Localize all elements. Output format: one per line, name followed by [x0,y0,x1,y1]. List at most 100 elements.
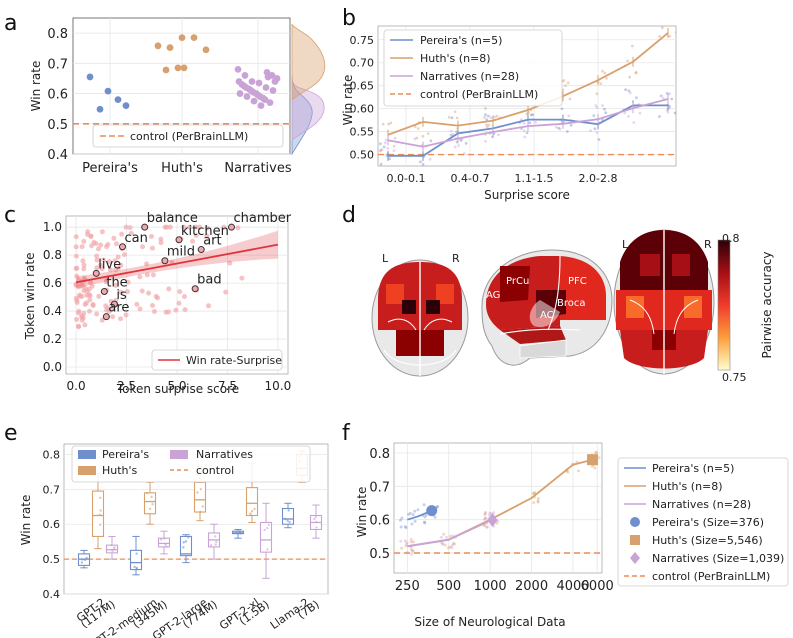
panel-e-ytick-label: 0.5 [43,553,61,566]
panel-a-point [269,87,277,94]
panel-c-scatter-points [73,224,245,330]
panel-c-word-point [141,223,149,231]
panel-f-jitter-point [410,522,414,526]
panel-b-jitter-point [522,121,526,125]
panel-b-jitter-point [658,115,661,118]
colorbar-top-label: 0.8 [722,232,740,245]
panel-a-point [190,34,198,42]
panel-b-jitter-point [485,123,488,127]
panel-b-jitter-point [379,149,382,153]
panel-a-point [255,79,263,87]
panel-b-jitter-point [597,138,601,141]
panel-c-scatter-point [166,286,172,292]
panel-label-b: b [342,6,356,31]
panel-c-scatter-point [113,282,119,288]
panel-e-box [143,492,157,515]
panel-c-scatter-point [150,272,156,278]
panel-b-jitter-point [483,106,487,110]
panel-b-jitter-point [419,160,423,164]
panel-a-ytick-label: 0.4 [47,148,68,163]
panel-b-ytick-label: 0.60 [350,103,375,116]
panel-a-point [104,87,112,95]
panel-f-jitter-point [441,542,445,546]
panel-a-point [154,42,162,50]
legend-f-narratives-size: Narratives (Size=1,039) [652,552,784,565]
panel-e-point [110,544,113,547]
panel-c-scatter-point [123,224,129,230]
panel-b-jitter-point [628,91,632,95]
panel-c-scatter-point [127,225,133,231]
panel-c-scatter-point [74,299,80,305]
panel-f-jitter-point [531,492,535,496]
panel-f-jitter-point [536,499,540,503]
panel-f-jitter-point [536,497,540,501]
panel-c-word-point [191,285,199,293]
panel-c-scatter-point [104,307,110,313]
legend-b-control: control (PerBrainLLM) [420,88,538,101]
panel-f-jitter-point [576,469,580,473]
panel-c-scatter-point [94,253,100,259]
panel-b-jitter-point [483,115,486,119]
panel-c-xlabel: Token surprise score [116,382,239,396]
panel-b-jitter-point [428,158,432,161]
panel-f-jitter-point [422,520,426,524]
panel-c-word-label: mild [167,245,195,260]
panel-c-xtick-label: 5.0 [167,379,186,393]
panel-a-xticks: Pereira's Huth's Narratives [82,161,292,176]
colorbar-bottom-label: 0.75 [722,371,747,384]
panel-e-point [98,523,102,526]
panel-c-scatter-point [114,241,120,247]
panel-e-point [164,543,167,546]
panel-b-jitter-point [455,130,458,134]
panel-b-jitter-point [562,79,566,82]
panel-c-word-label: bad [197,273,221,288]
panel-f-jitter-point [403,525,407,529]
panel-b-jitter-point [605,76,608,80]
panel-b-jitter-point [485,125,489,129]
panel-b-jitter-point [493,115,496,119]
panel-c-scatter-point [73,253,79,259]
brain1-right-marker: R [452,252,460,265]
panel-b-jitter-point [489,116,493,120]
panel-a-point [234,65,242,73]
panel-e-point [80,558,84,561]
panel-a-xtick-label: Pereira's [82,161,138,176]
panel-c-scatter-point [90,301,96,307]
panel-e-point [215,540,218,544]
panel-b-jitter-point [413,137,417,141]
panel-f-jitter-point [409,540,413,544]
panel-f-jitter-point [593,466,597,470]
panel-b-jitter-point [421,134,425,138]
panel-e-point [98,513,102,516]
panel-e-box [91,490,105,537]
panel-e-ytick-label: 0.7 [43,483,61,496]
panel-f-jitter-point [484,516,488,520]
legend-e-huth-swatch [78,466,96,475]
panel-f-jitter-point [433,515,437,519]
panel-label-f: f [342,421,351,446]
panel-c-ytick-label: 0.0 [43,360,62,374]
panel-e-point [151,502,154,506]
panel-c-scatter-point [110,314,116,320]
panel-b-jitter-point [565,130,569,133]
panel-a-point [273,75,281,82]
panel-b-jitter-point [416,127,420,130]
panel-b-jitter-point [673,111,676,115]
colorbar-title: Pairwise accuracy [760,251,774,358]
panel-e-point [263,528,266,532]
panel-a-point [96,105,104,113]
panel-c-scatter-point [221,224,227,230]
panel-c-scatter-point [80,258,86,264]
panel-a-point [122,102,130,110]
panel-c-word-label: art [203,234,221,249]
panel-f-jitter-point [411,549,415,553]
legend-e-pereira-swatch [78,450,96,459]
panel-c-scatter-point [112,258,118,264]
region-label-prcu: PrCu [506,276,529,287]
panel-f-jitter-point [448,545,452,549]
panel-f-jitter-point [400,546,404,550]
panel-e-point [135,567,138,571]
panel-c-scatter-point [193,232,199,238]
panel-c-scatter-point [149,245,155,251]
